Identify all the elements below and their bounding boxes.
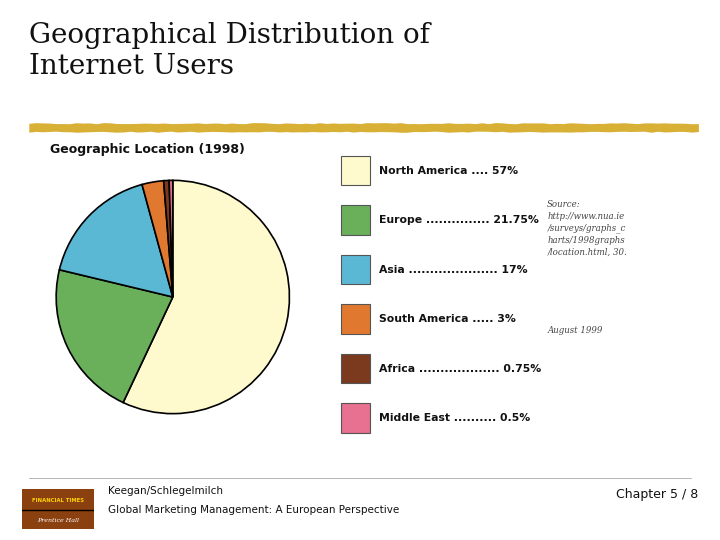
Wedge shape [56,270,173,402]
FancyBboxPatch shape [341,403,369,433]
Wedge shape [169,180,173,297]
FancyBboxPatch shape [341,156,369,185]
FancyBboxPatch shape [341,205,369,235]
Text: Geographic Location (1998): Geographic Location (1998) [50,143,246,156]
Text: Keegan/Schlegelmilch: Keegan/Schlegelmilch [108,486,223,496]
Text: FINANCIAL TIMES: FINANCIAL TIMES [32,498,84,503]
Text: Geographical Distribution of
Internet Users: Geographical Distribution of Internet Us… [29,22,430,80]
FancyBboxPatch shape [341,255,369,285]
FancyBboxPatch shape [341,304,369,334]
Text: August 1999: August 1999 [547,326,603,335]
Text: Global Marketing Management: A European Perspective: Global Marketing Management: A European … [108,505,400,515]
Text: Source:
http://www.nua.ie
/surveys/graphs_c
harts/1998graphs
/location.html, 30.: Source: http://www.nua.ie /surveys/graph… [547,200,627,256]
FancyBboxPatch shape [341,354,369,383]
Text: South America ..... 3%: South America ..... 3% [379,314,516,324]
Text: Asia ..................... 17%: Asia ..................... 17% [379,265,527,274]
Wedge shape [59,185,173,297]
Text: Prentice Hall: Prentice Hall [37,518,78,523]
Text: Chapter 5 / 8: Chapter 5 / 8 [616,488,698,501]
Wedge shape [123,180,289,414]
Text: Middle East .......... 0.5%: Middle East .......... 0.5% [379,413,530,423]
Wedge shape [163,180,173,297]
Text: Europe ............... 21.75%: Europe ............... 21.75% [379,215,539,225]
Text: North America .... 57%: North America .... 57% [379,166,518,176]
Text: Africa ................... 0.75%: Africa ................... 0.75% [379,363,541,374]
Wedge shape [142,181,173,297]
